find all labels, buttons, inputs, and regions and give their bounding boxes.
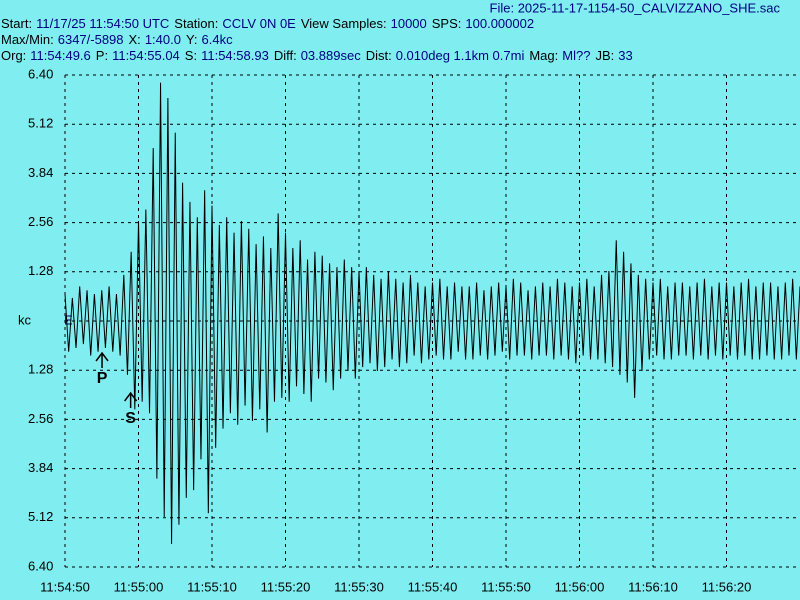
info-value: 10000 [391,16,427,31]
info-label: Org: [1,48,26,63]
info-value: CCLV 0N 0E [222,16,296,31]
info-value: 100.000002 [465,16,534,31]
info-label: Station: [174,16,218,31]
pick-label: P [97,370,108,387]
info-value: 11:54:58.93 [201,48,269,63]
info-label: Max/Min: [1,32,54,47]
info-value: 0.010deg 1.1km 0.7mi [396,48,525,63]
info-label: View Samples: [301,16,387,31]
info-line: Org: 11:54:49.6 P: 11:54:55.04 S: 11:54:58.93… [1,48,633,63]
x-tick-label: 11:55:00 [114,579,164,594]
y-tick-label: kc [18,312,32,327]
info-label: Mag: [529,48,558,63]
info-label: Y: [186,32,198,47]
waveform [64,82,800,544]
y-tick-label: 2.56 [28,214,53,229]
x-tick-label: 11:56:10 [628,579,678,594]
x-tick-label: 11:55:10 [187,579,237,594]
y-tick-label: 6.40 [28,558,53,573]
x-tick-label: 11:55:20 [261,579,311,594]
info-label: Dist: [366,48,392,63]
info-label: Start: [1,16,32,31]
info-value: 1:40.0 [145,32,181,47]
info-value: Ml?? [562,48,590,63]
info-value: 6.4kc [202,32,234,47]
info-label: S: [185,48,197,63]
x-tick-label: 11:55:50 [481,579,531,594]
y-tick-label: 5.12 [28,509,53,524]
x-tick-label: 11:54:50 [40,579,90,594]
info-value: 6347/-5898 [58,32,124,47]
pick-arrow [95,351,109,368]
y-tick-label: 5.12 [28,116,53,131]
info-label: Diff: [274,48,297,63]
file-name: File: 2025-11-17-1154-50_CALVIZZANO_SHE.… [490,0,781,15]
pick-label: S [125,410,136,427]
pick-arrow [124,391,138,408]
x-tick-label: 11:55:30 [334,579,384,594]
info-value: 33 [618,48,632,63]
info-value: 11:54:49.6 [30,48,90,63]
x-tick-label: 11:55:40 [408,579,458,594]
info-value: 11:54:55.04 [112,48,180,63]
info-label: X: [129,32,141,47]
y-tick-label: 2.56 [28,411,53,426]
info-label: JB: [595,48,614,63]
x-tick-label: 11:56:00 [555,579,605,594]
y-tick-label: 1.28 [28,263,53,278]
info-value: 11/17/25 11:54:50 UTC [36,16,169,31]
x-tick-label: 11:56:20 [702,579,752,594]
info-label: P: [96,48,108,63]
info-value: 03.889sec [301,48,361,63]
y-tick-label: 1.28 [28,362,53,377]
info-line: Max/Min: 6347/-5898 X: 1:40.0 Y: 6.4kc [1,32,233,47]
info-label: SPS: [432,16,462,31]
y-tick-label: 3.84 [28,165,53,180]
y-tick-label: 3.84 [28,460,53,475]
y-tick-label: 6.40 [28,66,53,81]
channel-label: E [64,312,73,327]
info-line: Start: 11/17/25 11:54:50 UTC Station: CCLV … [1,16,534,31]
